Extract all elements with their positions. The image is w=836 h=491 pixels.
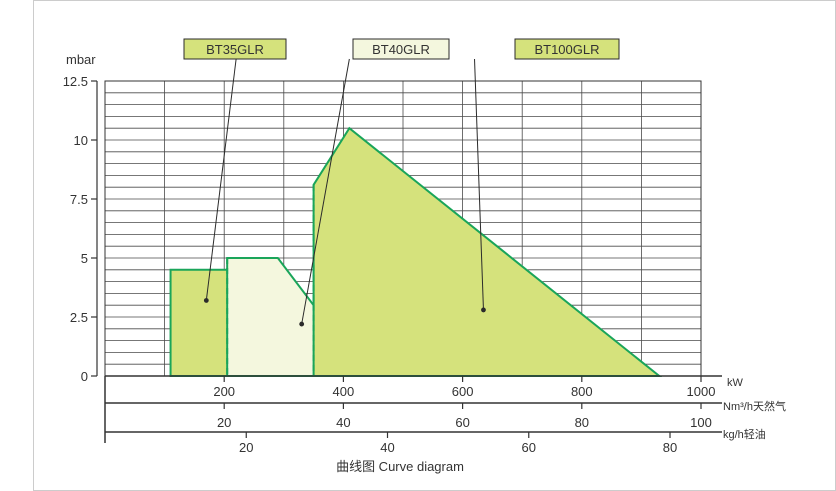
x-kw-tick-label: 1000: [687, 384, 716, 399]
series-label-bt40glr: BT40GLR: [372, 42, 430, 57]
chart-caption: 曲线图 Curve diagram: [336, 459, 464, 474]
series-labels: BT35GLR BT40GLR BT100GLR: [183, 38, 620, 60]
x-oil-tick-label: 60: [522, 440, 536, 455]
y-tick-label: 5: [81, 251, 88, 266]
y-tick-label: 10: [74, 133, 88, 148]
x-gas-tick-label: 20: [217, 415, 231, 430]
series-label-bt35glr: BT35GLR: [206, 42, 264, 57]
x-oil-tick-label: 80: [663, 440, 677, 455]
x-oil-tick-label: 20: [239, 440, 253, 455]
series-label-box-bt35glr: [183, 38, 287, 60]
x-gas-tick-label: 100: [690, 415, 712, 430]
x-kw-tick-label: 800: [571, 384, 593, 399]
series-label-bt100glr: BT100GLR: [534, 42, 599, 57]
leader-dot-bt40glr: [299, 321, 305, 327]
leader-line-bt40glr: [301, 58, 350, 325]
x-axis-unit-gas: Nm³/h天然气: [723, 399, 786, 413]
x-kw-tick-label: 400: [333, 384, 355, 399]
x-kw-tick-label: 600: [452, 384, 474, 399]
series-label-box-bt100glr: [514, 38, 620, 60]
leader-dot-bt100glr: [481, 307, 486, 313]
x-gas-tick-label: 40: [336, 415, 350, 430]
y-tick-label: 12.5: [63, 74, 88, 89]
x-axis-unit-oil: kg/h轻油: [723, 427, 766, 441]
y-tick-label: 2.5: [70, 310, 88, 325]
x-oil-tick-label: 40: [380, 440, 394, 455]
leader-line-bt100glr: [474, 58, 484, 310]
leader-dot-bt35glr: [203, 298, 209, 303]
series-layer: [169, 126, 663, 377]
x-gas-tick-label: 80: [575, 415, 589, 430]
x-kw-tick-label: 200: [213, 384, 235, 399]
x-axis-unit-kw: kW: [727, 377, 744, 389]
y-tick-label: 7.5: [70, 192, 88, 207]
y-axis-title: mbar: [66, 52, 96, 67]
series-label-box-bt40glr: [352, 38, 450, 60]
leader-lines: [203, 58, 486, 327]
y-tick-label: 0: [81, 369, 88, 384]
x-gas-tick-label: 60: [455, 415, 469, 430]
axes: 0 2.5 5 7.5 10 12.5 200 400 600 800 1000 20 40 60 80 10…: [63, 74, 722, 455]
leader-line-bt35glr: [205, 58, 237, 301]
